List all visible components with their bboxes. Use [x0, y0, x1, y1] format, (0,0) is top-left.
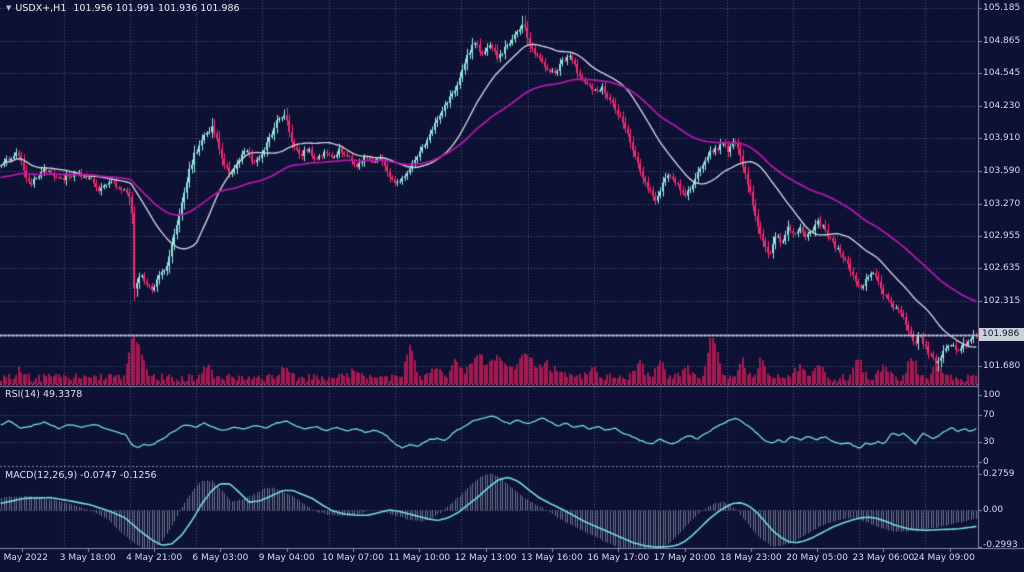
- price-axis-label: 102.955: [983, 231, 1021, 241]
- price-axis-label: 100: [983, 390, 1001, 400]
- rsi-label: RSI(14) 49.3378: [5, 389, 83, 400]
- price-axis-label: 103.270: [983, 199, 1021, 209]
- price-axis-label: 103.590: [983, 166, 1021, 176]
- price-axis-label: 102.315: [983, 296, 1021, 306]
- price-axis-label: 105.185: [983, 3, 1021, 13]
- chart-ohlc-values: 101.956 101.991 101.936 101.986: [73, 3, 240, 14]
- time-axis-label: 20 May 05:00: [786, 553, 848, 563]
- price-axis-label: 0: [983, 457, 989, 467]
- price-axis-label: 102.635: [983, 263, 1021, 273]
- time-axis-label: 18 May 23:00: [719, 553, 782, 563]
- price-axis-label: 104.545: [983, 68, 1021, 78]
- time-axis-label: 24 May 09:00: [913, 553, 975, 563]
- time-axis[interactable]: 2 May 2022 3 May 18:00 4 May 21:00 6 May 03…: [0, 549, 1024, 572]
- time-axis-label: 9 May 04:00: [258, 553, 315, 563]
- price-axis-label: 103.910: [983, 133, 1021, 143]
- time-axis-label: 2 May 2022: [0, 553, 48, 563]
- current-price-tag: 101.986: [979, 328, 1024, 341]
- chart-title: ▼ USDX+,H1 101.956 101.991 101.936 101.986: [6, 3, 240, 14]
- time-axis-label: 16 May 17:00: [587, 553, 650, 563]
- price-axis-label: 104.230: [983, 101, 1021, 111]
- time-axis-label: 13 May 16:00: [521, 553, 583, 563]
- chevron-down-icon[interactable]: ▼: [6, 4, 12, 12]
- time-axis-label: 17 May 20:00: [653, 553, 716, 563]
- price-axis-label: -0.2993: [983, 540, 1018, 550]
- price-axis-label: 101.680: [983, 361, 1021, 371]
- time-axis-label: 12 May 13:00: [454, 553, 517, 563]
- time-axis-label: 3 May 18:00: [59, 553, 116, 563]
- time-axis-label: 23 May 06:00: [852, 553, 915, 563]
- macd-label: MACD(12,26,9) -0.0747 -0.1256: [5, 470, 157, 481]
- time-axis-label: 6 May 03:00: [192, 553, 249, 563]
- price-axis-label: 30: [983, 437, 995, 447]
- price-axis-label: 70: [983, 410, 995, 420]
- time-axis-label: 10 May 07:00: [322, 553, 384, 563]
- time-axis-label: 4 May 21:00: [126, 553, 183, 563]
- price-axis[interactable]: 105.185 104.865 104.545 104.230 103.910 103.5…: [978, 0, 1024, 550]
- chart-symbol-period: USDX+,H1: [15, 3, 67, 14]
- price-axis-label: 104.865: [983, 36, 1021, 46]
- price-axis-label: 0.2759: [983, 469, 1015, 479]
- time-axis-label: 11 May 10:00: [388, 553, 451, 563]
- price-axis-label: 0.00: [983, 505, 1004, 515]
